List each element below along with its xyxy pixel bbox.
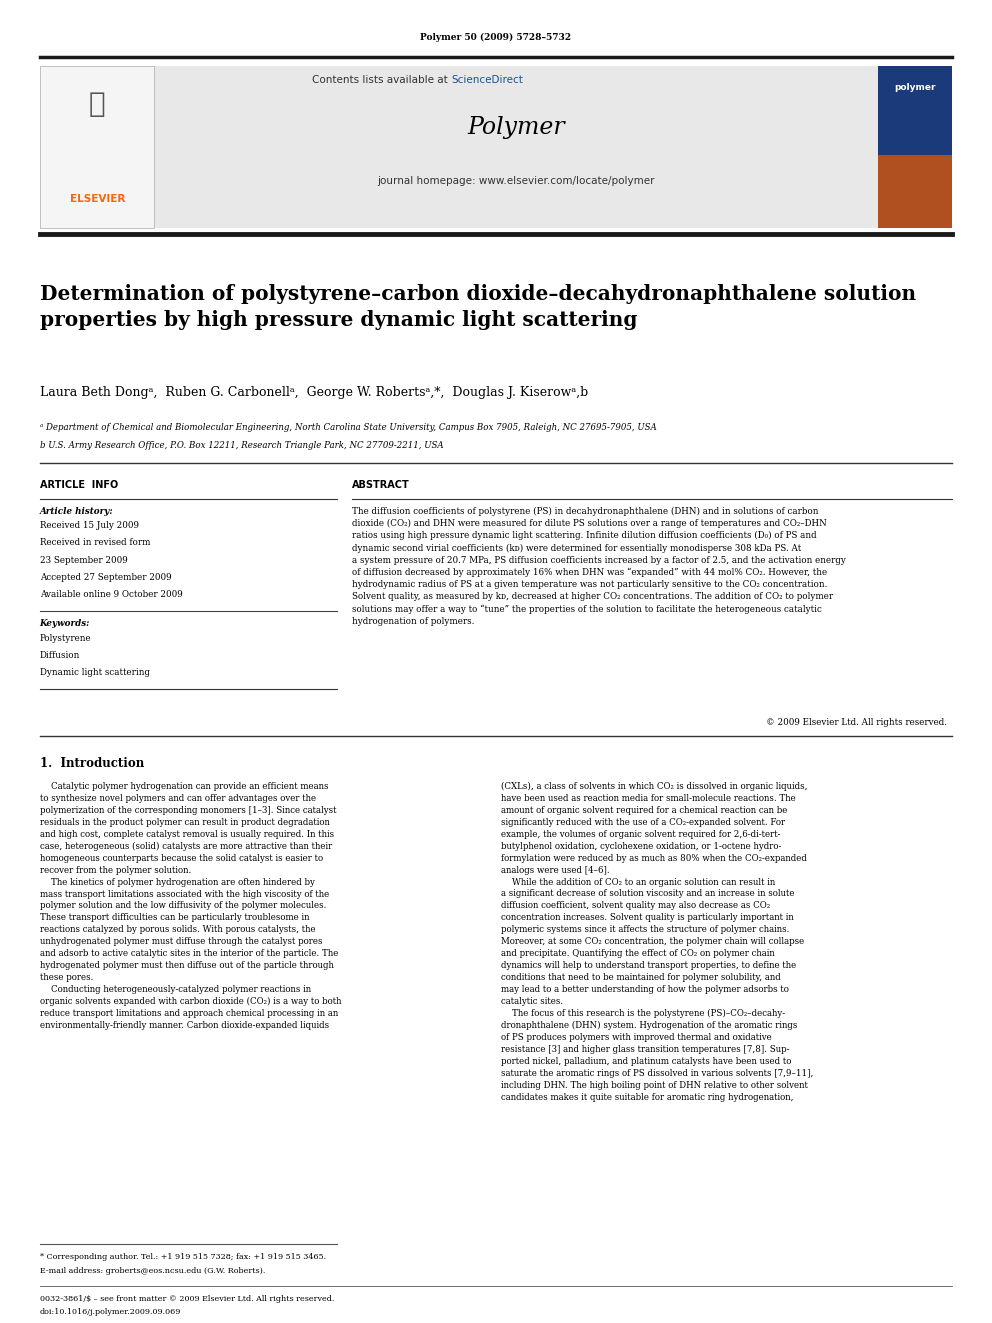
FancyBboxPatch shape bbox=[878, 155, 952, 228]
Text: Determination of polystyrene–carbon dioxide–decahydronaphthalene solution
proper: Determination of polystyrene–carbon diox… bbox=[40, 284, 916, 329]
Text: Accepted 27 September 2009: Accepted 27 September 2009 bbox=[40, 573, 172, 582]
Text: ⸻: ⸻ bbox=[89, 90, 105, 118]
Text: Polystyrene: Polystyrene bbox=[40, 634, 91, 643]
Text: 0032-3861/$ – see front matter © 2009 Elsevier Ltd. All rights reserved.: 0032-3861/$ – see front matter © 2009 El… bbox=[40, 1295, 334, 1303]
Text: Received in revised form: Received in revised form bbox=[40, 538, 150, 548]
Text: © 2009 Elsevier Ltd. All rights reserved.: © 2009 Elsevier Ltd. All rights reserved… bbox=[767, 718, 947, 728]
Text: (CXLs), a class of solvents in which CO₂ is dissolved in organic liquids,
have b: (CXLs), a class of solvents in which CO₂… bbox=[501, 782, 813, 1102]
Text: ScienceDirect: ScienceDirect bbox=[451, 75, 523, 86]
Text: * Corresponding author. Tel.: +1 919 515 7328; fax: +1 919 515 3465.: * Corresponding author. Tel.: +1 919 515… bbox=[40, 1253, 325, 1261]
Text: 23 September 2009: 23 September 2009 bbox=[40, 556, 127, 565]
Text: The diffusion coefficients of polystyrene (PS) in decahydronaphthalene (DHN) and: The diffusion coefficients of polystyren… bbox=[352, 507, 846, 626]
Text: Dynamic light scattering: Dynamic light scattering bbox=[40, 668, 150, 677]
Text: E-mail address: groberts@eos.ncsu.edu (G.W. Roberts).: E-mail address: groberts@eos.ncsu.edu (G… bbox=[40, 1267, 265, 1275]
Text: doi:10.1016/j.polymer.2009.09.069: doi:10.1016/j.polymer.2009.09.069 bbox=[40, 1308, 182, 1316]
Text: ARTICLE  INFO: ARTICLE INFO bbox=[40, 480, 118, 491]
Text: Article history:: Article history: bbox=[40, 507, 113, 516]
Text: ᵃ Department of Chemical and Biomolecular Engineering, North Carolina State Univ: ᵃ Department of Chemical and Biomolecula… bbox=[40, 423, 657, 433]
Text: ELSEVIER: ELSEVIER bbox=[69, 194, 125, 205]
Text: polymer: polymer bbox=[895, 83, 935, 93]
Text: Catalytic polymer hydrogenation can provide an efficient means
to synthesize nov: Catalytic polymer hydrogenation can prov… bbox=[40, 782, 341, 1031]
Text: Polymer: Polymer bbox=[467, 116, 564, 139]
Text: Diffusion: Diffusion bbox=[40, 651, 80, 660]
Text: Available online 9 October 2009: Available online 9 October 2009 bbox=[40, 590, 183, 599]
FancyBboxPatch shape bbox=[154, 66, 878, 228]
Text: 1.  Introduction: 1. Introduction bbox=[40, 757, 144, 770]
Text: Keywords:: Keywords: bbox=[40, 619, 90, 628]
Text: b U.S. Army Research Office, P.O. Box 12211, Research Triangle Park, NC 27709-22: b U.S. Army Research Office, P.O. Box 12… bbox=[40, 441, 443, 450]
FancyBboxPatch shape bbox=[40, 66, 154, 228]
Text: Polymer 50 (2009) 5728–5732: Polymer 50 (2009) 5728–5732 bbox=[421, 33, 571, 42]
Text: Laura Beth Dongᵃ,  Ruben G. Carbonellᵃ,  George W. Robertsᵃ,*,  Douglas J. Kiser: Laura Beth Dongᵃ, Ruben G. Carbonellᵃ, G… bbox=[40, 386, 588, 400]
Text: Contents lists available at: Contents lists available at bbox=[312, 75, 451, 86]
Text: ABSTRACT: ABSTRACT bbox=[352, 480, 410, 491]
FancyBboxPatch shape bbox=[878, 66, 952, 228]
Text: Received 15 July 2009: Received 15 July 2009 bbox=[40, 521, 139, 531]
Text: journal homepage: www.elsevier.com/locate/polymer: journal homepage: www.elsevier.com/locat… bbox=[377, 176, 655, 187]
